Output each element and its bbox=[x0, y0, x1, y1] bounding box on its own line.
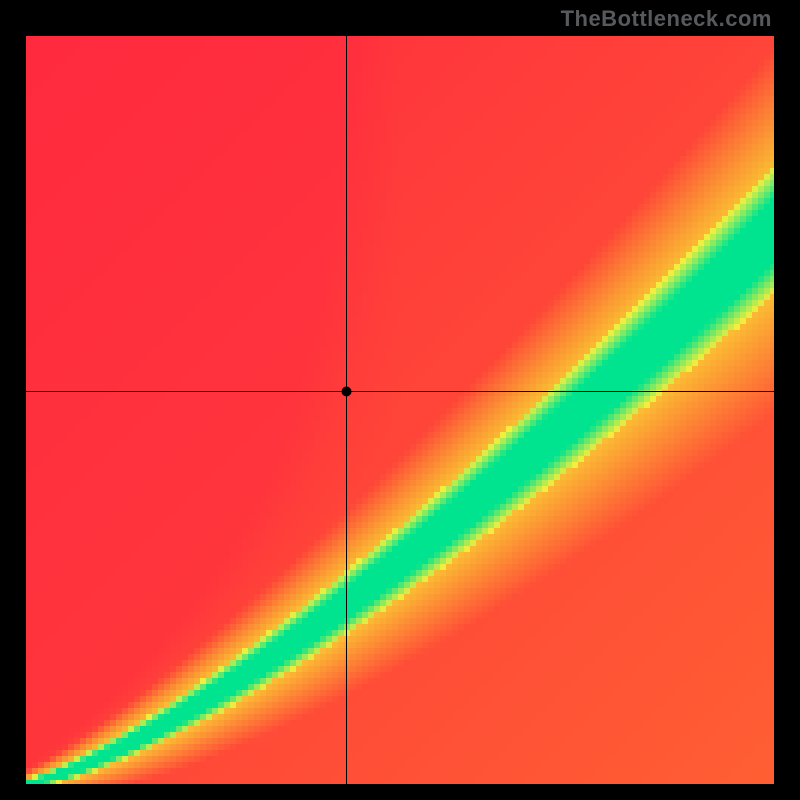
watermark-text: TheBottleneck.com bbox=[561, 6, 772, 32]
chart-container: TheBottleneck.com bbox=[0, 0, 800, 800]
heatmap-plot bbox=[26, 36, 774, 784]
